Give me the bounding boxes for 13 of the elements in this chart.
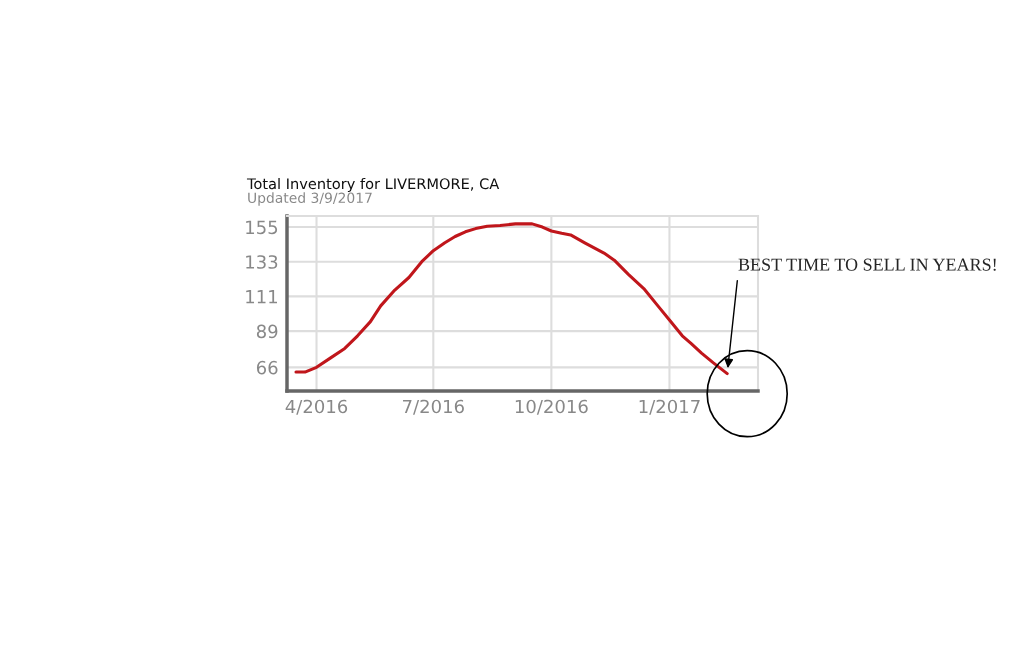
line-series	[294, 222, 729, 376]
y-tick-label: 133	[246, 255, 278, 269]
y-tick-label: 155	[246, 220, 278, 235]
x-tick-label: 1/2017	[639, 399, 700, 415]
chart-title: Total Inventory for LIVERMORE, CA	[246, 177, 500, 193]
y-tick-label: 89	[256, 324, 278, 339]
x-tick-label: 7/2016	[403, 399, 464, 415]
y-tick-label: 111	[246, 290, 277, 304]
y-tick-label: 66	[256, 360, 278, 375]
x-tick-label: 4/2016	[285, 399, 348, 415]
chart-subtitle: Updated 3/9/2017	[248, 192, 372, 206]
annotation: BEST TIME TO SELL IN YEARS!	[738, 258, 996, 271]
x-tick-label: 10/2016	[515, 399, 588, 415]
